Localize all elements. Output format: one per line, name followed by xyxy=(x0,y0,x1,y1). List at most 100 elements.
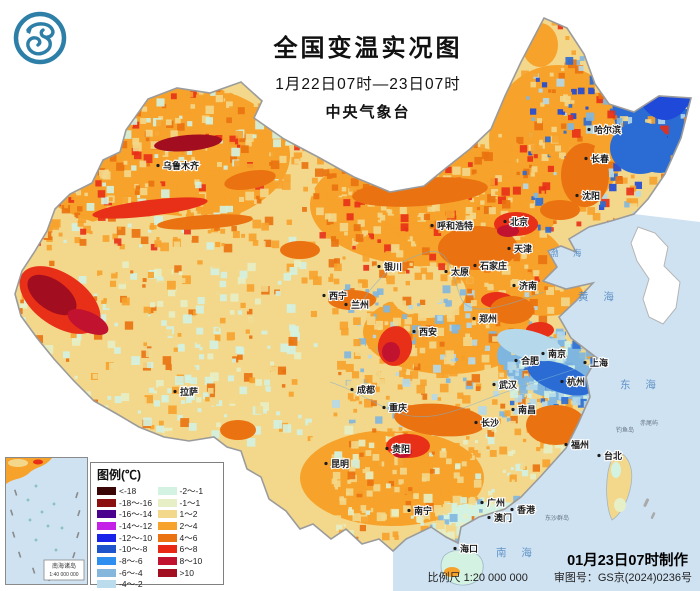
city-dot xyxy=(480,500,484,505)
legend-label: -2～-1 xyxy=(179,485,204,496)
city-marker: 成都 xyxy=(350,383,376,396)
legend-label: -18～-16 xyxy=(119,497,153,508)
city-marker: 长沙 xyxy=(474,416,500,429)
city-dot xyxy=(382,405,386,410)
city-marker: 杭州 xyxy=(560,375,586,388)
city-marker: 兰州 xyxy=(344,298,370,311)
city-dot xyxy=(510,507,514,512)
legend-color-swatch xyxy=(97,533,116,542)
sea-label: 南 海 xyxy=(496,546,538,559)
sea-label: 渤 海 xyxy=(550,248,587,258)
city-marker: 济南 xyxy=(512,279,538,292)
city-marker: 西宁 xyxy=(322,289,348,302)
nmc-dragon-logo-icon xyxy=(13,11,67,65)
city-marker: 银川 xyxy=(377,260,403,273)
city-label: 哈尔滨 xyxy=(594,124,621,135)
national-boundary xyxy=(14,16,693,553)
city-label: 海口 xyxy=(460,543,478,554)
legend-title: 图例(℃) xyxy=(97,468,141,482)
city-marker: 海口 xyxy=(453,542,479,555)
legend-color-swatch xyxy=(157,545,177,554)
city-label: 拉萨 xyxy=(180,386,198,397)
legend-item: -12～-10 xyxy=(97,532,158,544)
legend-item: >10 xyxy=(157,567,219,579)
city-label: 太原 xyxy=(450,266,469,277)
city-label: 银川 xyxy=(384,261,402,272)
yangtze-river xyxy=(329,361,597,418)
city-label: 香港 xyxy=(516,504,536,515)
legend-label: -4～-2 xyxy=(119,579,143,590)
legend-color-swatch xyxy=(97,545,116,554)
inset-title: 南海诸岛 xyxy=(52,562,76,570)
map-scale: 比例尺 1:20 000 000 xyxy=(427,572,528,584)
inset-island-dot xyxy=(52,502,56,506)
city-marker: 合肥 xyxy=(514,354,540,367)
city-dot xyxy=(503,219,507,224)
legend-label: 8～10 xyxy=(179,555,203,566)
city-dot xyxy=(560,379,564,384)
yellow-river xyxy=(361,250,545,310)
city-dot xyxy=(511,407,515,412)
city-marker: 北京 xyxy=(503,215,529,228)
city-marker: 福州 xyxy=(564,438,590,451)
nine-dash-line-segment xyxy=(76,532,80,539)
city-dot xyxy=(385,446,389,451)
city-marker: 乌鲁木齐 xyxy=(156,159,201,172)
city-dot xyxy=(407,508,411,513)
legend-color-swatch xyxy=(157,521,177,530)
city-label: 南京 xyxy=(548,348,566,359)
inset-island-dot xyxy=(60,526,64,530)
legend-color-swatch xyxy=(97,521,116,530)
city-dot xyxy=(514,358,518,363)
city-dot xyxy=(587,127,591,132)
city-dot xyxy=(472,316,476,321)
city-dot xyxy=(474,420,478,425)
inset-island-dot xyxy=(54,548,58,552)
city-marker: 哈尔滨 xyxy=(587,123,622,136)
city-dot xyxy=(377,264,381,269)
footer-meta: 比例尺 1:20 000 000 审图号：GS京(2024)0236号 xyxy=(428,569,692,585)
sea-label: 黄 海 xyxy=(578,290,620,303)
city-dot xyxy=(512,283,516,288)
city-label: 郑州 xyxy=(479,313,497,324)
legend-item: -4～-2 xyxy=(97,579,158,591)
city-label: 合肥 xyxy=(521,355,539,366)
nine-dash-line-segment xyxy=(10,509,14,516)
island-label: 赤尾屿 xyxy=(640,419,658,427)
city-label: 澳门 xyxy=(494,512,512,523)
legend-box: 图例(℃) <-18 -18～-16 -16～-14 -14～-12 -12～-10 -1… xyxy=(90,462,224,589)
city-label: 呼和浩特 xyxy=(437,220,473,231)
city-label: 上海 xyxy=(590,357,608,368)
south-china-sea-inset: 南海诸岛 1:40 000 000 xyxy=(5,457,88,585)
legend-color-swatch xyxy=(157,533,177,542)
city-marker: 昆明 xyxy=(324,458,350,470)
legend-item: -1～1 xyxy=(157,497,219,509)
city-dot xyxy=(324,461,328,466)
city-label: 北京 xyxy=(510,216,528,227)
legend-column-left: <-18 -18～-16 -16～-14 -14～-12 -12～-10 -10～-8 -8… xyxy=(97,485,158,590)
legend-label: 6～8 xyxy=(179,544,198,555)
city-marker: 太原 xyxy=(444,265,470,278)
legend-item: <-18 xyxy=(97,485,158,497)
city-marker: 西安 xyxy=(412,325,438,338)
city-dot xyxy=(322,293,326,298)
legend-color-swatch xyxy=(157,556,177,565)
city-marker: 香港 xyxy=(510,503,537,516)
legend-label: -6～-4 xyxy=(119,567,143,578)
nine-dash-line-segment xyxy=(75,492,79,499)
city-marker: 重庆 xyxy=(382,401,408,414)
city-dot xyxy=(597,453,601,458)
city-marker: 贵阳 xyxy=(385,442,411,455)
city-label: 杭州 xyxy=(567,376,585,387)
inset-label-box xyxy=(43,559,85,581)
inset-island-dot xyxy=(28,518,32,522)
city-dot xyxy=(453,546,457,551)
city-dot xyxy=(575,193,579,198)
legend-color-swatch xyxy=(97,568,116,577)
island-label: 钓鱼岛 xyxy=(616,426,634,434)
city-dot xyxy=(584,156,588,161)
legend-label: >10 xyxy=(179,567,194,578)
city-dot xyxy=(583,360,587,365)
